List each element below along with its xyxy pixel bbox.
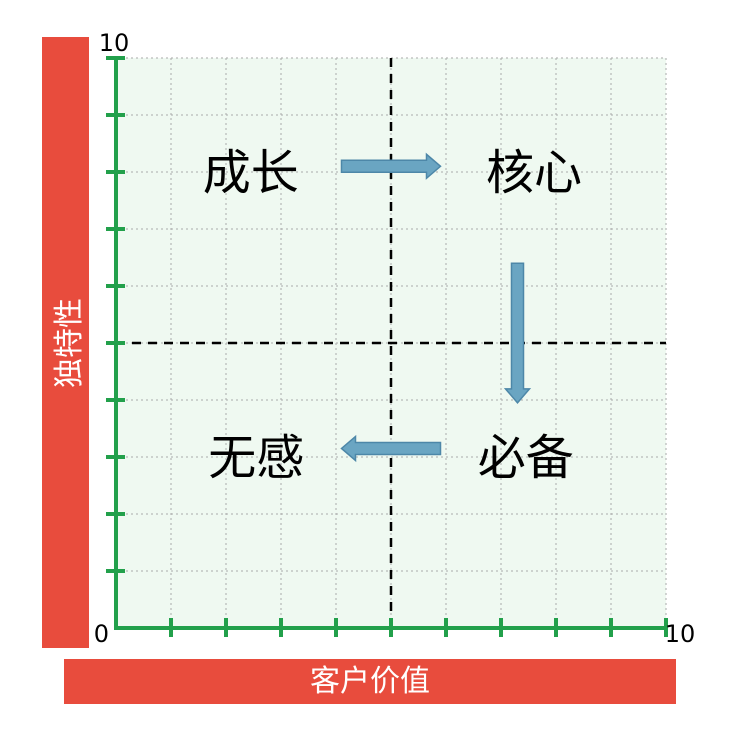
- arrow-growth-to-core: [340, 152, 442, 180]
- tick-label-origin: 0: [94, 620, 109, 648]
- quadrant-label: 成长: [203, 145, 299, 201]
- arrow-essential-to-indifferent: [340, 434, 442, 463]
- x-axis-label-bar: 客户价值: [64, 659, 676, 704]
- y-axis-label-bar: 独特性: [42, 37, 89, 648]
- tick-label-y-max: 10: [99, 29, 130, 57]
- quadrant-label: 必备: [478, 430, 574, 486]
- tick-label-x-max: 10: [665, 620, 696, 648]
- arrow-core-to-essential: [503, 262, 532, 405]
- quadrant-label: 核心: [486, 145, 582, 201]
- quadrant-label: 无感: [208, 430, 304, 486]
